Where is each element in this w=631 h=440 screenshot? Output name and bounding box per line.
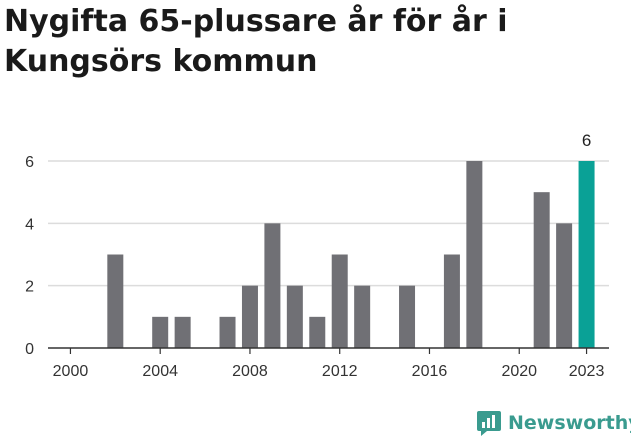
brand-name: Newsworthy — [508, 412, 631, 434]
bar-2022 — [556, 223, 573, 348]
newsworthy-brand[interactable]: Newsworthy — [476, 406, 631, 440]
chart-title: Nygifta 65-plussare år för år i Kungsörs… — [4, 4, 508, 79]
x-tick-label-2016: 2016 — [412, 363, 448, 380]
data-label-2023: 6 — [582, 131, 591, 150]
x-tick-label-2008: 2008 — [232, 363, 268, 380]
bar-2008 — [241, 285, 258, 348]
bar-2012 — [331, 254, 348, 348]
bar-2013 — [354, 285, 371, 348]
x-tick-label-2023: 2023 — [569, 363, 605, 380]
bar-2021 — [533, 192, 550, 348]
x-tick-label-2004: 2004 — [142, 363, 178, 380]
bar-2023 — [578, 161, 595, 348]
bar-2017 — [443, 254, 460, 348]
x-tick-label-2020: 2020 — [501, 363, 537, 380]
x-axis — [48, 347, 609, 354]
bar-2010 — [286, 285, 303, 348]
x-tick-label-2000: 2000 — [53, 363, 89, 380]
bar-2007 — [219, 316, 236, 348]
y-tick-label-4: 4 — [25, 216, 34, 233]
bar-2011 — [309, 316, 326, 348]
x-tick-label-2012: 2012 — [322, 363, 358, 380]
bar-chart: 0 2 4 6 6 2000 2004 2008 2012 2016 2020 2023 — [25, 131, 609, 380]
bar-2015 — [399, 285, 416, 348]
y-tick-label-0: 0 — [25, 341, 34, 358]
tick-labels: 0 2 4 6 6 2000 2004 2008 2012 2016 2020 2023 — [25, 131, 604, 380]
y-tick-label-6: 6 — [25, 154, 34, 171]
bar-2018 — [466, 161, 483, 348]
bar-2005 — [174, 316, 191, 348]
bar-2002 — [107, 254, 124, 348]
bars — [107, 161, 595, 348]
newsworthy-logo-icon — [477, 411, 501, 436]
bar-2004 — [152, 316, 169, 348]
bar-2009 — [264, 223, 281, 348]
gridlines — [48, 160, 609, 287]
y-tick-label-2: 2 — [25, 279, 34, 296]
